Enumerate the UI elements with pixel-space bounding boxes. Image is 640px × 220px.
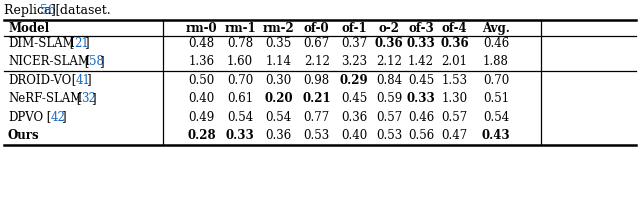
Text: 0.35: 0.35 (265, 37, 292, 50)
Text: 0.77: 0.77 (303, 110, 330, 123)
Text: 0.20: 0.20 (264, 92, 292, 105)
Text: ]: ] (92, 92, 96, 105)
Text: 0.29: 0.29 (340, 73, 368, 86)
Text: 0.21: 0.21 (303, 92, 331, 105)
Text: Avg.: Avg. (482, 22, 510, 35)
Text: 0.54: 0.54 (265, 110, 292, 123)
Text: 0.53: 0.53 (376, 129, 403, 142)
Text: DROID-VO: DROID-VO (8, 73, 71, 86)
Text: 0.36: 0.36 (265, 129, 292, 142)
Text: [: [ (43, 110, 51, 123)
Text: 0.30: 0.30 (265, 73, 292, 86)
Text: NeRF-SLAM: NeRF-SLAM (8, 92, 83, 105)
Text: 0.46: 0.46 (483, 37, 509, 50)
Text: 41: 41 (76, 73, 91, 86)
Text: 42: 42 (51, 110, 66, 123)
Text: 2.12: 2.12 (376, 55, 402, 68)
Text: ]: ] (99, 55, 104, 68)
Text: 0.45: 0.45 (408, 73, 435, 86)
Text: 0.45: 0.45 (340, 92, 367, 105)
Text: 0.54: 0.54 (483, 110, 509, 123)
Text: 0.70: 0.70 (483, 73, 509, 86)
Text: 58: 58 (89, 55, 104, 68)
Text: 0.33: 0.33 (407, 37, 435, 50)
Text: 0.33: 0.33 (226, 129, 254, 142)
Text: 0.33: 0.33 (407, 92, 435, 105)
Text: 0.57: 0.57 (376, 110, 403, 123)
Text: 1.30: 1.30 (442, 92, 467, 105)
Text: 32: 32 (81, 92, 96, 105)
Text: 0.37: 0.37 (340, 37, 367, 50)
Text: 0.54: 0.54 (227, 110, 253, 123)
Text: of-3: of-3 (408, 22, 434, 35)
Text: ]: ] (61, 110, 66, 123)
Text: ] dataset.: ] dataset. (51, 4, 111, 16)
Text: 0.59: 0.59 (376, 92, 403, 105)
Text: rm-0: rm-0 (186, 22, 218, 35)
Text: Replica [: Replica [ (4, 4, 60, 16)
Text: 0.98: 0.98 (304, 73, 330, 86)
Text: ]: ] (86, 73, 91, 86)
Text: 0.36: 0.36 (340, 110, 367, 123)
Text: Ours: Ours (8, 129, 40, 142)
Text: 2.01: 2.01 (442, 55, 467, 68)
Text: 1.14: 1.14 (266, 55, 291, 68)
Text: 3.23: 3.23 (341, 55, 367, 68)
Text: 0.40: 0.40 (188, 92, 215, 105)
Text: 0.84: 0.84 (376, 73, 402, 86)
Text: ]: ] (84, 37, 89, 50)
Text: 0.51: 0.51 (483, 92, 509, 105)
Text: 0.67: 0.67 (303, 37, 330, 50)
Text: 0.43: 0.43 (482, 129, 510, 142)
Text: 0.78: 0.78 (227, 37, 253, 50)
Text: DPVO: DPVO (8, 110, 43, 123)
Text: 0.49: 0.49 (188, 110, 215, 123)
Text: [: [ (68, 73, 76, 86)
Text: 1.42: 1.42 (408, 55, 434, 68)
Text: DIM-SLAM: DIM-SLAM (8, 37, 75, 50)
Text: 1.88: 1.88 (483, 55, 509, 68)
Text: 0.57: 0.57 (441, 110, 468, 123)
Text: [: [ (66, 37, 74, 50)
Text: [: [ (81, 55, 90, 68)
Text: [: [ (73, 92, 81, 105)
Text: o-2: o-2 (379, 22, 399, 35)
Text: rm-1: rm-1 (224, 22, 256, 35)
Text: 1.36: 1.36 (189, 55, 214, 68)
Text: of-1: of-1 (341, 22, 367, 35)
Text: Model: Model (8, 22, 49, 35)
Text: 0.47: 0.47 (441, 129, 468, 142)
Text: 0.53: 0.53 (303, 129, 330, 142)
Text: of-0: of-0 (304, 22, 330, 35)
Text: 1.53: 1.53 (442, 73, 467, 86)
Text: 0.40: 0.40 (340, 129, 367, 142)
Text: 0.28: 0.28 (188, 129, 216, 142)
Text: 1.60: 1.60 (227, 55, 253, 68)
Text: 0.36: 0.36 (440, 37, 468, 50)
Text: rm-2: rm-2 (262, 22, 294, 35)
Text: 0.70: 0.70 (227, 73, 253, 86)
Text: 0.61: 0.61 (227, 92, 253, 105)
Text: of-4: of-4 (442, 22, 467, 35)
Text: 21: 21 (74, 37, 89, 50)
Text: 2.12: 2.12 (304, 55, 330, 68)
Text: NICER-SLAM: NICER-SLAM (8, 55, 90, 68)
Text: 0.46: 0.46 (408, 110, 435, 123)
Text: 56: 56 (40, 4, 56, 16)
Text: 0.36: 0.36 (375, 37, 403, 50)
Text: 0.48: 0.48 (189, 37, 214, 50)
Text: 0.50: 0.50 (188, 73, 215, 86)
Text: 0.56: 0.56 (408, 129, 435, 142)
